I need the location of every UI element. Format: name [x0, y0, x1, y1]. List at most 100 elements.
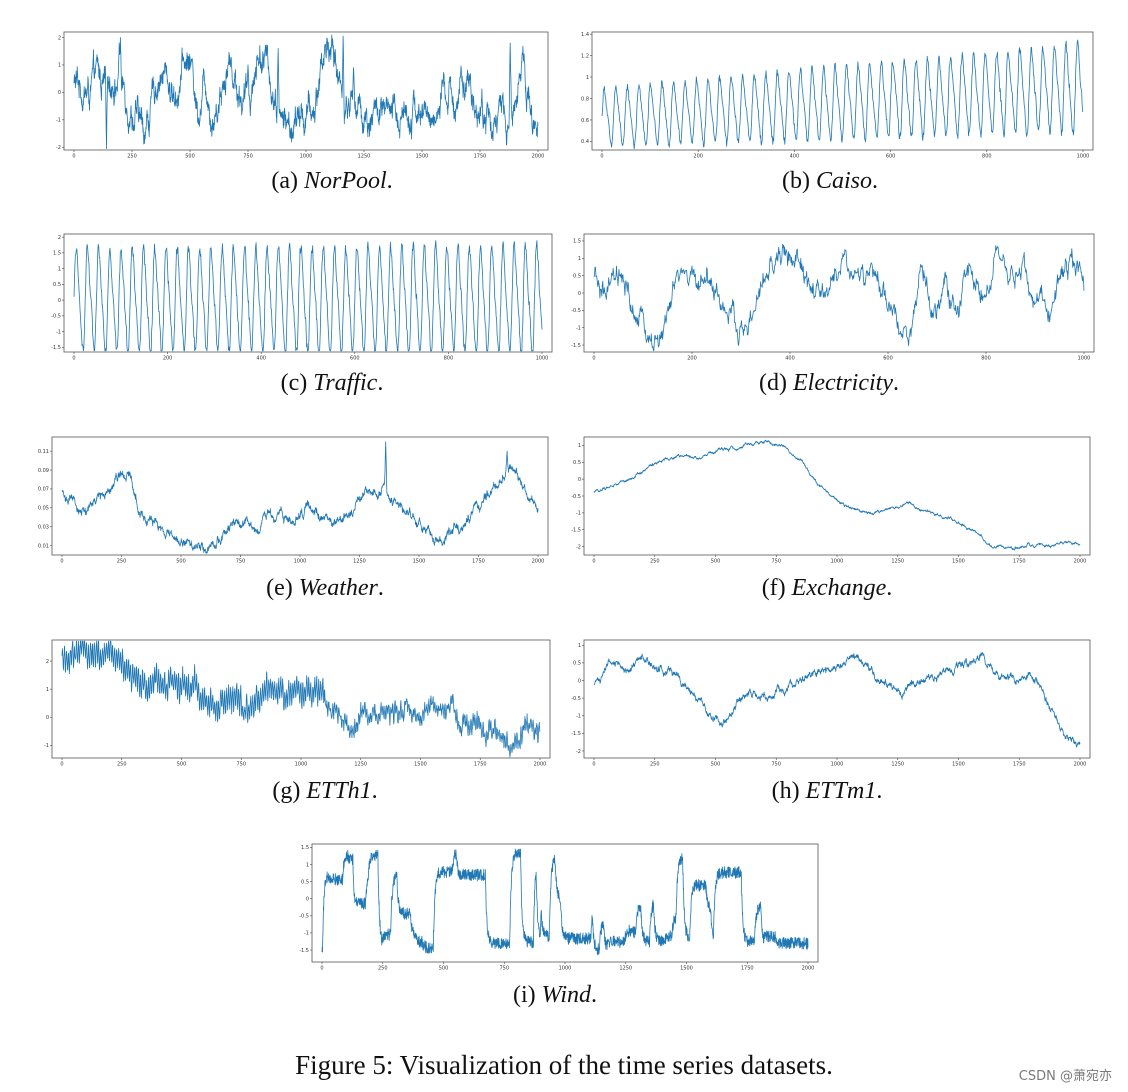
x-tick-label: 1000 [1078, 356, 1091, 362]
caption-period: . [377, 575, 384, 601]
x-tick-label: 1500 [952, 559, 965, 565]
y-tick-label: -2 [576, 544, 581, 550]
x-tick-label: 1000 [831, 762, 844, 768]
y-tick-label: 2 [58, 235, 61, 241]
y-tick-label: 0.5 [573, 661, 581, 667]
series-line-traffic [73, 240, 543, 352]
caption-exchange: (f) Exchange. [562, 575, 1092, 602]
y-tick-label: 0 [58, 298, 61, 304]
x-tick-label: 800 [982, 154, 992, 160]
x-tick-label: 0 [72, 356, 75, 362]
y-tick-label: -1 [576, 511, 581, 517]
y-tick-label: -1.5 [299, 948, 309, 954]
x-tick-label: 1500 [680, 966, 693, 972]
caption-dataset-name: NorPool [303, 168, 387, 194]
x-tick-label: 200 [163, 356, 173, 362]
y-tick-label: 1 [578, 643, 581, 649]
y-tick-label: -1 [56, 118, 61, 124]
caption-etth1: (g) ETTh1. [30, 778, 620, 805]
plot-frame [591, 31, 1094, 151]
y-tick-label: -1 [56, 329, 61, 335]
plot-frame [583, 639, 1091, 759]
y-tick-label: 0.11 [38, 449, 49, 455]
caption-caiso: (b) Caiso. [570, 168, 1090, 195]
plot-frame [63, 233, 553, 353]
chart-ettm1: -2 -1.5 -1 -0.5 0 0.5 1 0 250 500 750 1000 1250 1500 1… [571, 639, 1091, 768]
x-tick-label: 600 [883, 356, 893, 362]
panel-etth1: -1 0 1 2 0 250 500 750 1000 1250 1500 1750 2000 (g) … [30, 638, 552, 838]
y-tick-label: 0 [58, 90, 61, 96]
y-tick-label: -1.5 [571, 731, 581, 737]
caption-label: (b) [782, 168, 810, 194]
y-tick-label: -0.5 [571, 308, 581, 314]
y-tick-label: 1 [58, 266, 61, 272]
x-tick-label: 0 [592, 356, 595, 362]
x-tick-label: 1000 [294, 559, 307, 565]
y-tick-label: 1 [586, 75, 589, 81]
y-tick-label: 0 [578, 291, 581, 297]
y-tick-label: -1.5 [571, 528, 581, 534]
y-tick-label: 0 [46, 715, 49, 721]
plot-frame [51, 639, 551, 759]
caption-label: (c) [280, 370, 308, 396]
y-tick-label: -1 [576, 326, 581, 332]
x-tick-label: 400 [790, 154, 800, 160]
x-tick-label: 0 [592, 762, 595, 768]
y-tick-label: 0.5 [301, 879, 309, 885]
x-tick-label: 1750 [472, 559, 485, 565]
x-tick-label: 600 [886, 154, 896, 160]
y-tick-label: 1 [578, 256, 581, 262]
chart-caiso: 0.4 0.6 0.8 1 1.2 1.4 0 200 400 600 800 1000 [581, 31, 1094, 160]
x-tick-label: 1750 [741, 966, 754, 972]
x-tick-label: 750 [236, 762, 246, 768]
x-tick-label: 1250 [619, 966, 632, 972]
caption-period: . [872, 168, 878, 194]
x-tick-label: 1250 [891, 762, 904, 768]
y-tick-label: 0.5 [573, 273, 581, 279]
caption-dataset-name: ETTm1 [805, 778, 877, 804]
plot-frame [583, 233, 1095, 353]
caption-label: (a) [271, 168, 298, 194]
x-tick-label: 2000 [1074, 762, 1087, 768]
y-tick-label: 0.05 [38, 506, 49, 512]
x-tick-label: 0 [600, 154, 603, 160]
panel-norpool: -2 -1 0 1 2 0 250 500 750 1000 1250 1500 1750 2000 (a… [42, 30, 550, 230]
y-tick-label: -1 [44, 743, 49, 749]
caption-label: (f) [761, 575, 786, 601]
y-tick-label: 1.2 [581, 53, 589, 59]
caption-label: (h) [771, 778, 800, 804]
x-tick-label: 0 [60, 762, 63, 768]
caption-label: (g) [272, 778, 301, 804]
y-tick-label: 0.07 [38, 487, 49, 493]
caption-norpool: (a) NorPool. [42, 168, 622, 195]
x-tick-label: 1750 [1013, 559, 1026, 565]
x-tick-label: 750 [243, 154, 253, 160]
x-tick-label: 1500 [413, 559, 426, 565]
caption-dataset-name: Caiso [815, 168, 872, 194]
caption-period: . [876, 778, 883, 804]
y-tick-label: -0.5 [51, 314, 61, 320]
x-tick-label: 750 [499, 966, 509, 972]
x-tick-label: 500 [185, 154, 195, 160]
caption-period: . [386, 168, 393, 194]
plot-frame [63, 31, 549, 151]
caption-dataset-name: Wind [541, 982, 591, 1008]
x-tick-label: 1000 [295, 762, 308, 768]
panel-weather: 0.01 0.03 0.05 0.07 0.09 0.11 0 250 500 750 1000 12… [30, 435, 550, 635]
chart-weather: 0.01 0.03 0.05 0.07 0.09 0.11 0 250 500 750 1000 12… [38, 436, 549, 565]
x-tick-label: 400 [256, 356, 266, 362]
x-tick-label: 500 [176, 559, 186, 565]
caption-dataset-name: Weather [298, 575, 378, 601]
chart-exchange: -2 -1.5 -1 -0.5 0 0.5 1 0 250 500 750 1000 1250 1500 1… [571, 436, 1091, 565]
series-line-electricity [593, 243, 1085, 352]
x-tick-label: 1250 [891, 559, 904, 565]
caption-wind: (i) Wind. [290, 982, 820, 1009]
x-tick-label: 200 [693, 154, 703, 160]
caption-period: . [886, 575, 893, 601]
y-tick-label: -1 [304, 931, 309, 937]
y-tick-label: 1.5 [53, 251, 61, 257]
x-tick-label: 1500 [952, 762, 965, 768]
series-line-weather [61, 441, 539, 554]
x-tick-label: 1250 [353, 559, 366, 565]
x-tick-label: 0 [72, 154, 75, 160]
